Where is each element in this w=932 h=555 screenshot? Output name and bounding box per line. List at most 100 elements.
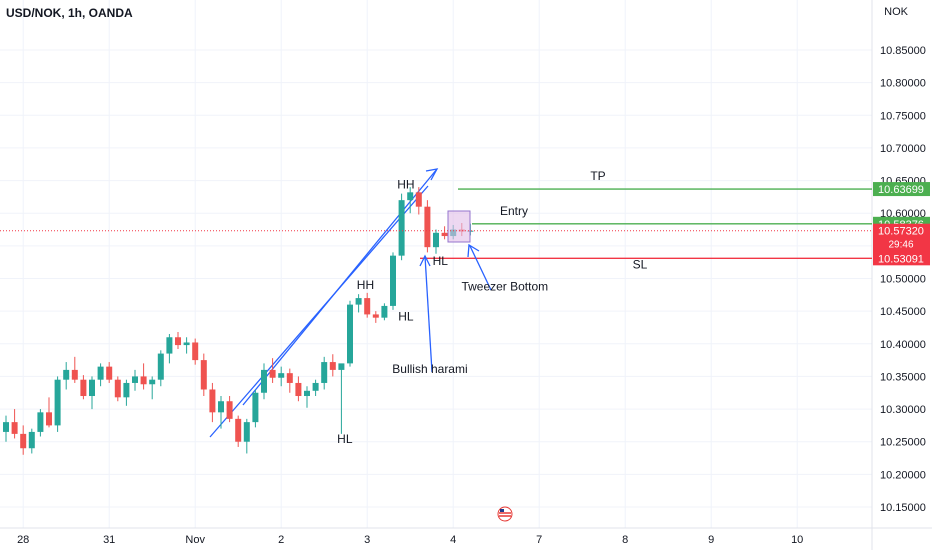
- level-label-entry: Entry: [500, 204, 528, 218]
- x-tick-label: 4: [450, 534, 456, 546]
- x-tick-label: 10: [791, 534, 803, 546]
- trend-line-upper: [209, 185, 429, 438]
- y-tick-label: 10.40000: [880, 339, 926, 351]
- y-tick-label: 10.70000: [880, 143, 926, 155]
- y-tick-label: 10.30000: [880, 404, 926, 416]
- candle-body: [329, 362, 336, 370]
- candle-body: [321, 362, 328, 383]
- annotation-label: Tweezer Bottom: [461, 279, 548, 293]
- candle-body: [407, 192, 414, 201]
- candle-body: [11, 422, 18, 434]
- y-tick-label: 10.85000: [880, 45, 926, 57]
- candle-body: [372, 314, 379, 318]
- price-tag-label: 10.53091: [878, 253, 924, 265]
- candle-body: [3, 422, 9, 432]
- trend-line-lower: [242, 168, 438, 406]
- candle-body: [97, 366, 104, 380]
- us-flag-canton: [500, 509, 504, 512]
- candle-body: [433, 232, 439, 248]
- candle-body: [390, 255, 396, 306]
- candle-body: [364, 298, 371, 315]
- candle-body: [200, 360, 207, 390]
- candle-body: [261, 369, 267, 393]
- y-tick-label: 10.50000: [880, 274, 926, 286]
- candle-body: [192, 342, 199, 361]
- price-tag-sl: [873, 251, 930, 266]
- current-price-tag: [873, 223, 930, 252]
- candle-body: [63, 369, 70, 380]
- candle-body: [175, 337, 181, 346]
- x-tick-label: 9: [708, 534, 714, 546]
- annotation-label: Bullish harami: [392, 362, 467, 376]
- annotation-label: HL: [337, 432, 353, 446]
- candle-body: [46, 412, 52, 426]
- price-tag-label: 10.63699: [878, 184, 924, 196]
- candle-body: [183, 342, 190, 346]
- candle-body: [355, 298, 362, 305]
- x-tick-label: 2: [278, 534, 284, 546]
- annotation-label: HL: [433, 254, 449, 268]
- candle-body: [106, 366, 113, 380]
- candle-body: [54, 379, 61, 426]
- candle-body: [157, 353, 164, 380]
- candle-body: [415, 192, 422, 207]
- symbol-title: USD/NOK, 1h, OANDA: [6, 6, 133, 20]
- candle-body: [149, 379, 156, 385]
- price-tag-tp: [873, 182, 930, 197]
- candle-body: [235, 418, 242, 442]
- candle-body: [28, 431, 35, 449]
- y-tick-label: 10.80000: [880, 78, 926, 90]
- candle-body: [71, 369, 78, 380]
- y-tick-label: 10.25000: [880, 437, 926, 449]
- x-tick-label: 3: [364, 534, 370, 546]
- candle-body: [269, 369, 276, 378]
- candle-body: [166, 337, 173, 354]
- candle-body: [252, 392, 259, 423]
- x-tick-label: 31: [103, 534, 115, 546]
- level-label-tp: TP: [590, 169, 605, 183]
- harami-arrow-line: [424, 255, 433, 373]
- current-price-label: 10.57320: [878, 226, 924, 238]
- candle-body: [123, 382, 130, 398]
- candle-body: [338, 363, 345, 370]
- candle-body: [441, 232, 448, 237]
- candle-body: [80, 379, 87, 397]
- countdown-label: 29:46: [888, 240, 913, 251]
- x-tick-label: 28: [17, 534, 29, 546]
- candle-body: [114, 379, 121, 398]
- candle-body: [347, 304, 353, 364]
- candle-body: [140, 376, 147, 385]
- tweezer-highlight-box: [447, 210, 471, 243]
- harami-arrow-head: [419, 254, 431, 267]
- candle-body: [381, 305, 388, 318]
- candle-body: [312, 382, 319, 391]
- currency-label: NOK: [884, 6, 908, 18]
- x-tick-label: Nov: [185, 534, 205, 546]
- y-tick-label: 10.15000: [880, 502, 926, 514]
- candle-body: [89, 379, 95, 397]
- y-tick-label: 10.20000: [880, 469, 926, 481]
- candle-body: [295, 382, 302, 397]
- tweezer-arrow-line: [469, 245, 492, 291]
- y-tick-label: 10.35000: [880, 371, 926, 383]
- candle-body: [243, 422, 250, 442]
- candle-body: [424, 206, 431, 248]
- candle-body: [278, 373, 285, 378]
- x-tick-label: 7: [536, 534, 542, 546]
- candle-body: [304, 390, 310, 397]
- candle-body: [132, 376, 138, 383]
- candle-body: [209, 389, 216, 413]
- candle-body: [226, 401, 233, 419]
- candle-body: [286, 373, 293, 383]
- candle-body: [20, 433, 27, 449]
- annotation-label: HH: [397, 177, 414, 191]
- y-tick-label: 10.75000: [880, 110, 926, 122]
- annotation-label: HH: [357, 278, 374, 292]
- y-tick-label: 10.45000: [880, 306, 926, 318]
- x-tick-label: 8: [622, 534, 628, 546]
- candle-body: [398, 200, 405, 256]
- candle-body: [37, 412, 44, 432]
- candle-body: [218, 401, 224, 413]
